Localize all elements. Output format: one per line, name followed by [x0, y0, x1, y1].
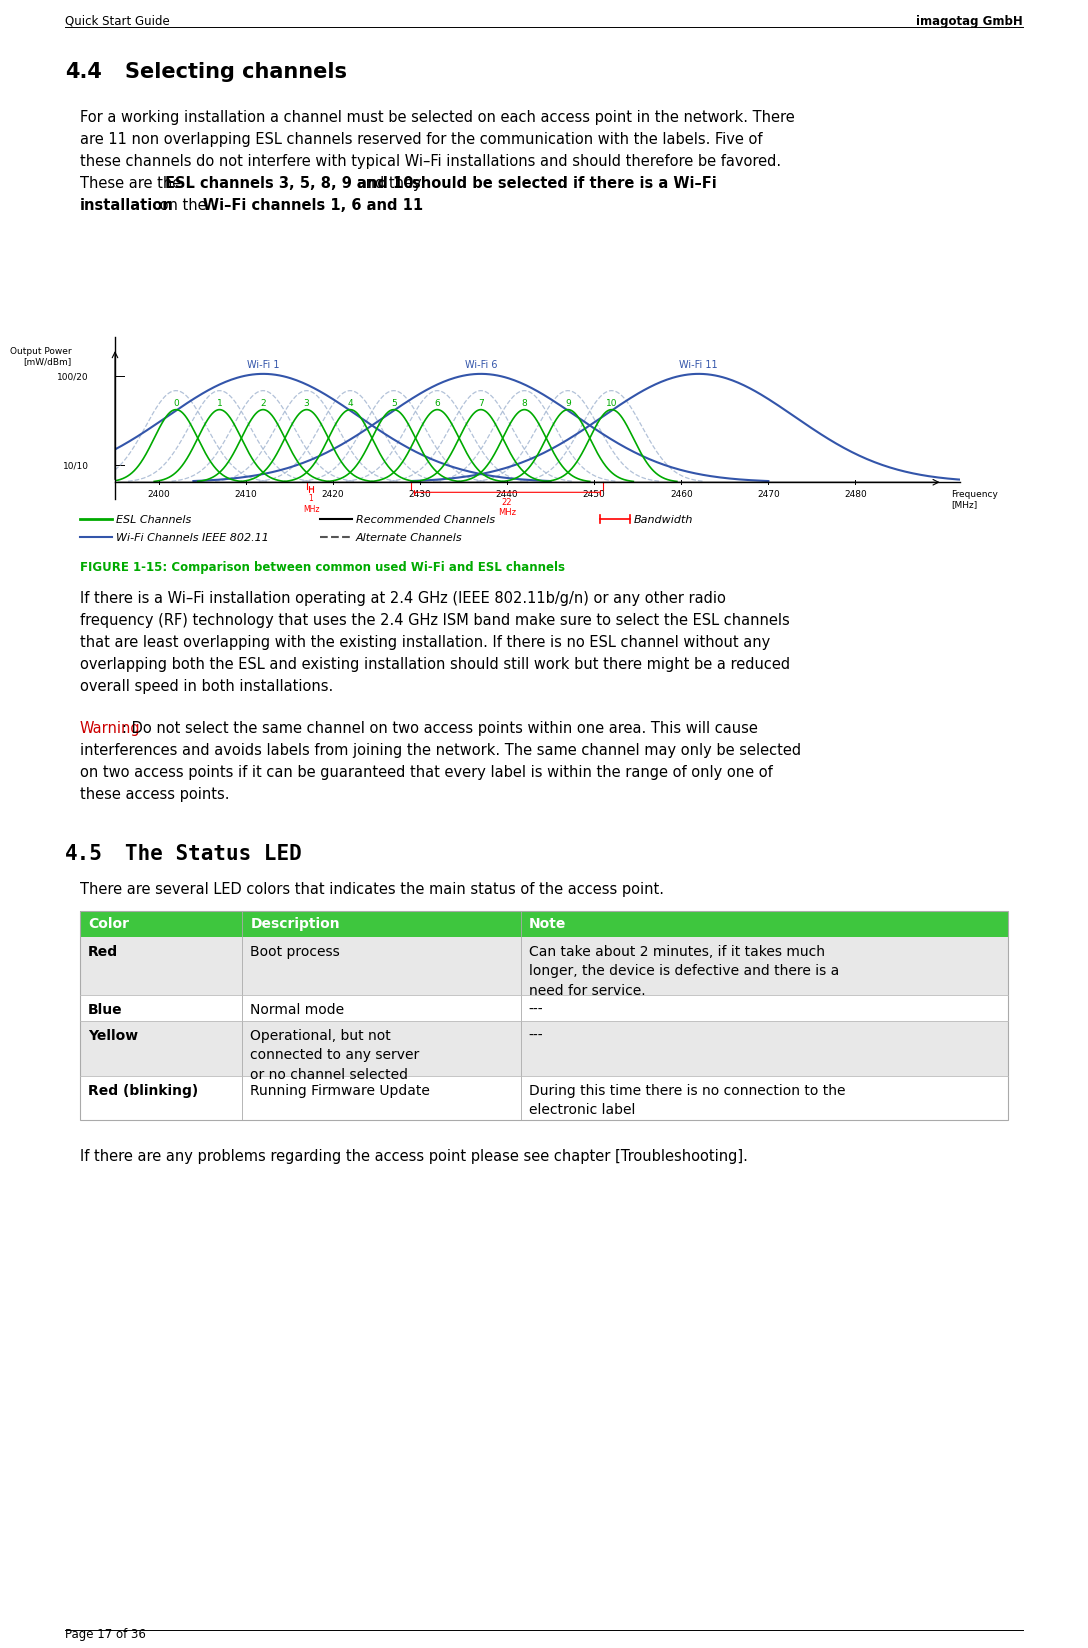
- Text: Wi-Fi 11: Wi-Fi 11: [679, 361, 718, 371]
- Text: : Do not select the same channel on two access points within one area. This will: : Do not select the same channel on two …: [122, 720, 758, 735]
- Text: on the: on the: [154, 198, 211, 213]
- Text: Red: Red: [88, 944, 119, 959]
- Text: If there is a Wi–Fi installation operating at 2.4 GHz (IEEE 802.11b/g/n) or any : If there is a Wi–Fi installation operati…: [81, 590, 726, 605]
- Text: these channels do not interfere with typical Wi–Fi installations and should ther: these channels do not interfere with typ…: [81, 153, 781, 168]
- Text: If there are any problems regarding the access point please see chapter [Trouble: If there are any problems regarding the …: [81, 1149, 747, 1163]
- Text: Wi-Fi 6: Wi-Fi 6: [465, 361, 497, 371]
- Text: The Status LED: The Status LED: [125, 844, 301, 864]
- Text: overlapping both the ESL and existing installation should still work but there m: overlapping both the ESL and existing in…: [81, 656, 790, 672]
- Text: Warning: Warning: [81, 720, 140, 735]
- Text: Frequency
[MHz]: Frequency [MHz]: [951, 489, 998, 509]
- Text: interferences and avoids labels from joining the network. The same channel may o: interferences and avoids labels from joi…: [81, 743, 801, 758]
- Text: Running Firmware Update: Running Firmware Update: [250, 1083, 430, 1098]
- Text: 3: 3: [304, 399, 309, 409]
- Bar: [81, 995, 1007, 1022]
- Text: 2400: 2400: [147, 489, 170, 499]
- Text: Alternate Channels: Alternate Channels: [356, 532, 462, 542]
- Text: 2440: 2440: [496, 489, 518, 499]
- Bar: [81, 1076, 1007, 1121]
- Text: 4.4: 4.4: [65, 63, 102, 82]
- Bar: [81, 938, 1007, 995]
- Text: ---: ---: [529, 1028, 543, 1043]
- Text: During this time there is no connection to the
electronic label: During this time there is no connection …: [529, 1083, 845, 1117]
- Text: 22
MHz: 22 MHz: [498, 498, 516, 517]
- Text: 4: 4: [347, 399, 353, 409]
- Text: Bandwidth: Bandwidth: [634, 514, 693, 524]
- Text: ESL channels 3, 5, 8, 9 and 10: ESL channels 3, 5, 8, 9 and 10: [164, 176, 413, 191]
- Text: 5: 5: [391, 399, 397, 409]
- Text: ---: ---: [529, 1002, 543, 1017]
- Text: Page 17 of 36: Page 17 of 36: [65, 1627, 146, 1640]
- Text: These are the: These are the: [81, 176, 186, 191]
- Text: 2480: 2480: [844, 489, 867, 499]
- Text: imagotag GmbH: imagotag GmbH: [916, 15, 1023, 28]
- Text: 1
MHz: 1 MHz: [302, 494, 319, 514]
- Text: are 11 non overlapping ESL channels reserved for the communication with the labe: are 11 non overlapping ESL channels rese…: [81, 132, 763, 147]
- Text: Recommended Channels: Recommended Channels: [356, 514, 495, 524]
- Text: 2450: 2450: [583, 489, 606, 499]
- Text: and they: and they: [351, 176, 425, 191]
- Text: 4.5: 4.5: [65, 844, 103, 864]
- Text: Selecting channels: Selecting channels: [125, 63, 347, 82]
- Text: 7: 7: [478, 399, 484, 409]
- Text: Blue: Blue: [88, 1002, 123, 1017]
- Text: Note: Note: [529, 916, 566, 931]
- Text: 10: 10: [606, 399, 617, 409]
- Text: Color: Color: [88, 916, 129, 931]
- Text: Normal mode: Normal mode: [250, 1002, 345, 1017]
- Text: Wi-Fi 1: Wi-Fi 1: [247, 361, 280, 371]
- Text: that are least overlapping with the existing installation. If there is no ESL ch: that are least overlapping with the exis…: [81, 634, 770, 649]
- Text: on two access points if it can be guaranteed that every label is within the rang: on two access points if it can be guaran…: [81, 765, 772, 780]
- Text: 1: 1: [217, 399, 222, 409]
- Text: 9: 9: [565, 399, 571, 409]
- Bar: [81, 911, 1007, 938]
- Text: Red (blinking): Red (blinking): [88, 1083, 198, 1098]
- Text: 10/10: 10/10: [63, 461, 89, 471]
- Text: Quick Start Guide: Quick Start Guide: [65, 15, 170, 28]
- Text: these access points.: these access points.: [81, 786, 230, 801]
- Text: should be selected if there is a Wi–Fi: should be selected if there is a Wi–Fi: [412, 176, 717, 191]
- Text: Wi–Fi channels 1, 6 and 11: Wi–Fi channels 1, 6 and 11: [203, 198, 423, 213]
- Text: Boot process: Boot process: [250, 944, 341, 959]
- Text: 100/20: 100/20: [58, 372, 89, 381]
- Text: Yellow: Yellow: [88, 1028, 138, 1043]
- Text: Wi-Fi Channels IEEE 802.11: Wi-Fi Channels IEEE 802.11: [116, 532, 269, 542]
- Text: 8: 8: [521, 399, 528, 409]
- Text: For a working installation a channel must be selected on each access point in th: For a working installation a channel mus…: [81, 110, 794, 125]
- Text: 2: 2: [260, 399, 265, 409]
- Text: Output Power
[mW/dBm]: Output Power [mW/dBm]: [10, 346, 72, 366]
- Text: ESL Channels: ESL Channels: [116, 514, 191, 524]
- Text: 0: 0: [173, 399, 178, 409]
- Text: frequency (RF) technology that uses the 2.4 GHz ISM band make sure to select the: frequency (RF) technology that uses the …: [81, 613, 790, 628]
- Text: installation: installation: [81, 198, 174, 213]
- Text: 6: 6: [434, 399, 441, 409]
- Text: 2420: 2420: [321, 489, 344, 499]
- Bar: [81, 1022, 1007, 1076]
- Text: Operational, but not
connected to any server
or no channel selected: Operational, but not connected to any se…: [250, 1028, 420, 1081]
- Text: overall speed in both installations.: overall speed in both installations.: [81, 679, 333, 694]
- Text: There are several LED colors that indicates the main status of the access point.: There are several LED colors that indica…: [81, 882, 664, 897]
- Text: Description: Description: [250, 916, 341, 931]
- Text: Can take about 2 minutes, if it takes much
longer, the device is defective and t: Can take about 2 minutes, if it takes mu…: [529, 944, 839, 997]
- Text: 2430: 2430: [408, 489, 431, 499]
- Text: 2410: 2410: [234, 489, 257, 499]
- Text: 2470: 2470: [757, 489, 780, 499]
- Text: 2460: 2460: [670, 489, 693, 499]
- Text: FIGURE 1-15: Comparison between common used Wi-Fi and ESL channels: FIGURE 1-15: Comparison between common u…: [81, 560, 565, 574]
- Bar: [81, 911, 1007, 1121]
- Text: .: .: [366, 198, 370, 213]
